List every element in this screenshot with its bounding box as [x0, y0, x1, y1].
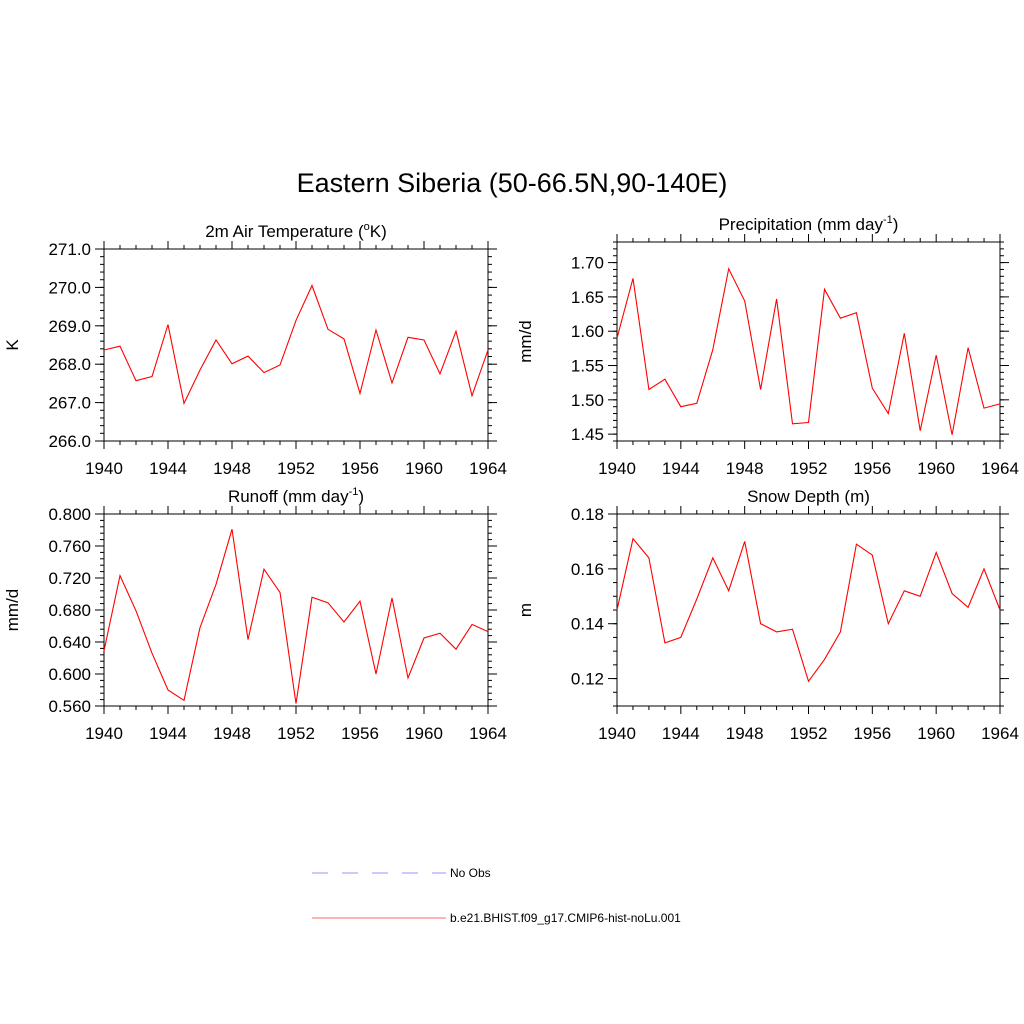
series-line — [616, 267, 1001, 435]
y-tick-label: 266.0 — [48, 432, 91, 451]
x-tick-label: 1952 — [277, 724, 315, 743]
y-tick-label: 0.18 — [571, 505, 604, 524]
chart-panel-1: 2m Air Temperature (oK) K 1940 1944 1948 1952… — [3, 221, 507, 478]
y-tick-label: 268.0 — [48, 355, 91, 374]
page-title: Eastern Siberia (50-66.5N,90-140E) — [296, 168, 728, 198]
x-tick-label: 1960 — [917, 459, 955, 478]
y-tick-label: 0.680 — [48, 601, 91, 620]
y-tick-label: 271.0 — [48, 240, 91, 259]
legend: No Obs b.e21.BHIST.f09_g17.CMIP6-hist-no… — [312, 866, 681, 925]
x-tick-label: 1940 — [85, 724, 123, 743]
y-tick-label: 0.800 — [48, 505, 91, 524]
y-tick-label: 0.560 — [48, 697, 91, 716]
x-tick-label: 1940 — [85, 459, 123, 478]
y-axis-label: mm/d — [3, 589, 22, 632]
x-tick-label: 1956 — [853, 724, 891, 743]
x-tick-label: 1952 — [790, 459, 828, 478]
x-tick-label: 1940 — [598, 459, 636, 478]
x-tick-label: 1956 — [341, 459, 379, 478]
y-tick-label: 0.16 — [571, 560, 604, 579]
x-tick-label: 1944 — [149, 459, 187, 478]
y-tick-label: 0.600 — [48, 665, 91, 684]
x-tick-label: 1960 — [405, 459, 443, 478]
y-tick-label: 270.0 — [48, 278, 91, 297]
x-tick-label: 1944 — [662, 459, 700, 478]
y-tick-label: 0.14 — [571, 615, 604, 634]
x-tick-label: 1948 — [213, 459, 251, 478]
x-tick-label: 1948 — [726, 724, 764, 743]
legend-no-obs-label: No Obs — [450, 866, 491, 880]
chart-title: Precipitation (mm day-1) — [719, 214, 899, 234]
series-line — [616, 537, 1001, 683]
plot-frame — [103, 513, 489, 707]
y-axis-label: K — [3, 339, 22, 351]
y-tick-label: 0.12 — [571, 670, 604, 689]
y-tick-label: 1.45 — [571, 425, 604, 444]
x-tick-label: 1956 — [853, 459, 891, 478]
chart-title: Snow Depth (m) — [747, 487, 870, 506]
y-tick-label: 267.0 — [48, 394, 91, 413]
y-tick-label: 0.640 — [48, 633, 91, 652]
chart-panel-4: Snow Depth (m) m 1940 1944 1948 1952 1956 1960 1… — [516, 487, 1019, 743]
y-tick-label: 1.60 — [571, 322, 604, 341]
chart-panel-3: Runoff (mm day-1) mm/d 1940 1944 1948 1952 195… — [3, 486, 507, 743]
x-tick-label: 1960 — [917, 724, 955, 743]
x-tick-label: 1956 — [341, 724, 379, 743]
chart-title: Runoff (mm day-1) — [228, 486, 364, 506]
y-tick-label: 1.50 — [571, 391, 604, 410]
x-tick-label: 1944 — [149, 724, 187, 743]
y-axis-label: mm/d — [516, 320, 535, 363]
chart-panel-2: Precipitation (mm day-1) mm/d 1940 1944 1948… — [516, 214, 1019, 478]
x-tick-label: 1952 — [277, 459, 315, 478]
chart-title: 2m Air Temperature (oK) — [205, 221, 387, 241]
y-tick-label: 0.760 — [48, 537, 91, 556]
x-tick-label: 1960 — [405, 724, 443, 743]
y-tick-label: 1.70 — [571, 254, 604, 273]
y-axis-label: m — [516, 603, 535, 617]
y-tick-label: 0.720 — [48, 569, 91, 588]
plot-frame — [616, 241, 1001, 442]
y-tick-label: 1.65 — [571, 288, 604, 307]
x-tick-label: 1944 — [662, 724, 700, 743]
x-tick-label: 1952 — [790, 724, 828, 743]
x-tick-label: 1948 — [213, 724, 251, 743]
legend-model-label: b.e21.BHIST.f09_g17.CMIP6-hist-noLu.001 — [450, 911, 681, 925]
plot-frame — [616, 513, 1001, 707]
x-tick-label: 1964 — [469, 724, 507, 743]
series-line — [103, 529, 489, 704]
x-tick-label: 1964 — [981, 724, 1019, 743]
x-tick-label: 1940 — [598, 724, 636, 743]
x-tick-label: 1964 — [981, 459, 1019, 478]
y-tick-label: 1.55 — [571, 357, 604, 376]
series-line — [103, 284, 489, 406]
x-tick-label: 1964 — [469, 459, 507, 478]
y-tick-label: 269.0 — [48, 317, 91, 336]
x-tick-label: 1948 — [726, 459, 764, 478]
